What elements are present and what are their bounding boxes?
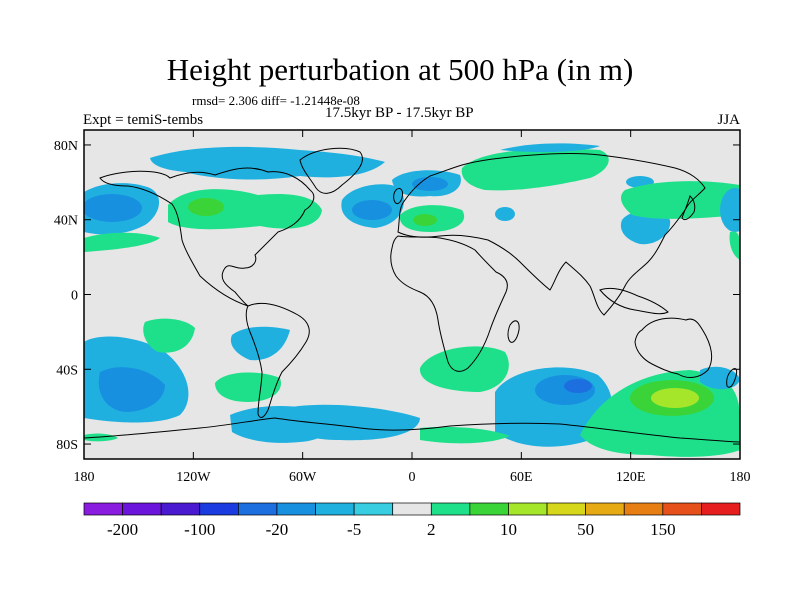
anomaly-antarctic-coast (84, 433, 118, 442)
lon-tick-label: 180 (74, 470, 95, 485)
colorbar-label: 2 (427, 520, 436, 539)
anomaly-south-africa (419, 346, 509, 392)
lat-tick-label: 40N (54, 214, 78, 229)
coastline-north-america (99, 167, 315, 307)
lon-tick-label: 0 (409, 470, 416, 485)
colorbar-swatch (160, 502, 201, 516)
colorbar-swatch (546, 502, 586, 516)
colorbar-label: -20 (266, 520, 289, 539)
colorbar-label: 50 (577, 520, 594, 539)
map-title: Height perturbation at 500 hPa (in m) (166, 52, 634, 87)
anomaly-north-atlantic (341, 184, 404, 228)
lat-tick-label: 0 (71, 289, 78, 304)
anomaly-north-america (168, 189, 322, 230)
anomaly-arctic-siberia (500, 143, 600, 153)
colorbar-swatch (83, 502, 123, 516)
colorbar-swatch (469, 502, 509, 516)
lon-tick-label: 120E (616, 470, 646, 485)
season-label: JJA (717, 112, 740, 128)
anomaly-dateline-green (729, 231, 740, 260)
anomaly-siberia (461, 148, 609, 191)
anomaly-north-pacific (84, 183, 160, 235)
colorbar-label: -100 (184, 520, 215, 539)
coastline-greenland (299, 147, 363, 194)
anomaly-caspian (495, 207, 515, 221)
lon-tick-label: 60E (510, 470, 533, 485)
lon-tick-label: 180 (730, 470, 751, 485)
lat-tick-label: 80N (54, 139, 78, 154)
lon-tick-label: 120W (176, 470, 211, 485)
colorbar-swatch (199, 502, 239, 516)
colorbar: -200 -100 -20 -5 2 10 50 150 (83, 502, 741, 539)
colorbar-swatch (623, 502, 664, 516)
anomaly-south-atlantic (278, 404, 420, 441)
colorbar-swatch (662, 502, 702, 516)
colorbar-swatch (701, 502, 741, 516)
colorbar-swatch (585, 502, 625, 516)
anomaly-southeast-pacific (215, 372, 281, 402)
coastline-new-zealand (726, 368, 738, 388)
anomaly-canada-arctic (150, 146, 385, 180)
anomaly-west-pacific (620, 181, 740, 219)
coastline-japan (681, 195, 696, 221)
anomaly-south-of-australia (580, 370, 740, 457)
coastline-africa (390, 235, 508, 372)
colorbar-swatch (392, 502, 432, 516)
coastline-antarctica (84, 417, 740, 443)
coastline-south-america (245, 302, 310, 418)
anomaly-subtropical-pacific (143, 318, 195, 353)
colorbar-label: 150 (650, 520, 676, 539)
colorbar-swatch (353, 502, 394, 516)
colorbar-swatch (508, 502, 548, 516)
period-label: 17.5kyr BP - 17.5kyr BP (325, 105, 474, 121)
coastline-layer (84, 147, 740, 443)
stats-label: rmsd= 2.306 diff= -1.21448e-08 (192, 93, 360, 108)
colorbar-swatch (238, 502, 278, 516)
anomaly-south-pacific (84, 336, 189, 423)
anomaly-dateline-blue (720, 188, 740, 232)
lat-tick-label: 80S (56, 438, 78, 453)
anomaly-east-asia (620, 211, 671, 245)
colorbar-swatch (122, 502, 162, 516)
lon-tick-label: 60W (289, 470, 317, 485)
axis-ticks-layer: 80N 40N 0 40S 80S 180 120W 60W 0 60E 120E 180 (54, 130, 751, 485)
coastline-eurasia (397, 152, 706, 316)
anomaly-scandinavia (392, 170, 461, 197)
colorbar-swatch (315, 502, 355, 516)
colorbar-swatch (430, 502, 471, 516)
experiment-label: Expt = temiS-tembs (83, 112, 204, 128)
coastline-madagascar (507, 320, 520, 343)
colorbar-label: -5 (347, 520, 361, 539)
anomaly-east-pacific (230, 326, 290, 361)
anomaly-europe-core (413, 214, 437, 226)
colorbar-label: -200 (107, 520, 138, 539)
coastline-australia (634, 317, 713, 378)
colorbar-label: 10 (500, 520, 517, 539)
colorbar-swatch (276, 502, 316, 516)
anomaly-pacific-40n-band (84, 232, 160, 252)
anomaly-antarctic-atlantic (420, 426, 510, 444)
lat-tick-label: 40S (56, 363, 78, 378)
coastline-uk (393, 187, 403, 205)
coastline-southeast-asia (599, 287, 669, 315)
